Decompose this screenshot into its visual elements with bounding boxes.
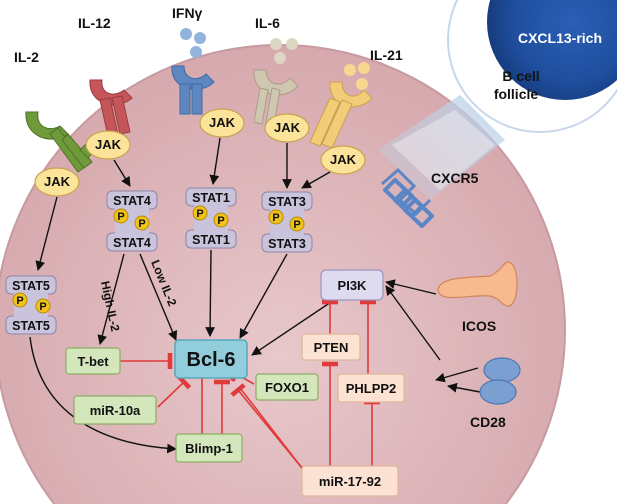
jak-ifng: JAK bbox=[199, 108, 245, 138]
jak-il2: JAK bbox=[34, 167, 80, 197]
svg-text:JAK: JAK bbox=[274, 120, 301, 135]
il21-receptor bbox=[309, 81, 373, 149]
il12-ligand bbox=[94, 44, 130, 72]
mir1792-node: miR-17-92 bbox=[301, 465, 399, 497]
svg-text:P: P bbox=[16, 295, 23, 307]
svg-text:P: P bbox=[217, 215, 224, 227]
svg-text:JAK: JAK bbox=[209, 115, 236, 130]
svg-text:P: P bbox=[293, 219, 300, 231]
il6-receptor bbox=[253, 69, 299, 125]
il6-ligand bbox=[270, 38, 298, 64]
svg-text:miR-10a: miR-10a bbox=[90, 403, 141, 418]
bcl6-label: Bcl-6 bbox=[187, 349, 236, 371]
cxcr5-label: CXCR5 bbox=[431, 170, 479, 186]
svg-text:STAT3: STAT3 bbox=[268, 237, 306, 251]
svg-text:T-bet: T-bet bbox=[77, 354, 109, 369]
jak-il12: JAK bbox=[85, 130, 131, 160]
mir10a-node: miR-10a bbox=[73, 395, 157, 425]
cd28-label: CD28 bbox=[470, 414, 506, 430]
jak-il6: JAK bbox=[264, 113, 310, 143]
stat3-dimer: STAT3 STAT3 P P bbox=[261, 191, 313, 253]
b-cell-follicle: CXCL13-rich B cell follicle bbox=[447, 0, 617, 133]
follicle-label-line3: follicle bbox=[494, 86, 539, 102]
tbet-node: T-bet bbox=[65, 347, 121, 375]
follicle-label-line2: B cell bbox=[502, 68, 539, 84]
il2-label: IL-2 bbox=[14, 49, 39, 65]
svg-text:STAT4: STAT4 bbox=[113, 194, 151, 208]
svg-text:PHLPP2: PHLPP2 bbox=[346, 381, 397, 396]
svg-text:P: P bbox=[138, 218, 145, 230]
svg-text:JAK: JAK bbox=[44, 174, 71, 189]
il2-ligand bbox=[32, 77, 70, 104]
svg-text:Blimp-1: Blimp-1 bbox=[185, 441, 233, 456]
svg-text:P: P bbox=[272, 212, 279, 224]
pi3k-node: PI3K bbox=[320, 269, 384, 301]
svg-text:PI3K: PI3K bbox=[338, 278, 368, 293]
svg-text:P: P bbox=[196, 208, 203, 220]
stat5-dimer: STAT5 STAT5 P P bbox=[5, 275, 57, 335]
ifng-ligand bbox=[180, 28, 206, 58]
cxcr5-receptor bbox=[381, 167, 434, 228]
svg-text:STAT1: STAT1 bbox=[192, 191, 230, 205]
icos-label: ICOS bbox=[462, 318, 496, 334]
svg-text:P: P bbox=[117, 211, 124, 223]
il21-ligand bbox=[344, 62, 370, 90]
il6-label: IL-6 bbox=[255, 15, 280, 31]
blimp1-node: Blimp-1 bbox=[175, 433, 243, 463]
svg-text:P: P bbox=[39, 301, 46, 313]
cxcl13-gradient-beam bbox=[378, 95, 505, 200]
pten-node: PTEN bbox=[301, 333, 361, 361]
il12-receptor bbox=[89, 79, 133, 137]
il21-label: IL-21 bbox=[370, 47, 403, 63]
foxo1-node: FOXO1 bbox=[255, 373, 319, 401]
svg-text:PTEN: PTEN bbox=[314, 340, 349, 355]
follicle-label-line1: CXCL13-rich bbox=[518, 30, 602, 46]
svg-text:FOXO1: FOXO1 bbox=[265, 380, 309, 395]
svg-text:STAT4: STAT4 bbox=[113, 236, 151, 250]
svg-text:STAT1: STAT1 bbox=[192, 233, 230, 247]
svg-text:STAT3: STAT3 bbox=[268, 195, 306, 209]
icos-receptor bbox=[437, 261, 518, 307]
ifng-label: IFNγ bbox=[172, 5, 203, 21]
stat1-dimer: STAT1 STAT1 P P bbox=[185, 187, 237, 249]
bcl6-node: Bcl-6 bbox=[174, 339, 248, 379]
svg-text:JAK: JAK bbox=[95, 137, 122, 152]
phlpp2-node: PHLPP2 bbox=[337, 373, 405, 403]
svg-text:STAT5: STAT5 bbox=[12, 279, 50, 293]
svg-text:STAT5: STAT5 bbox=[12, 319, 50, 333]
il12-label: IL-12 bbox=[78, 15, 111, 31]
jak-il21: JAK bbox=[320, 145, 366, 175]
cd28-receptor bbox=[479, 357, 521, 405]
svg-text:JAK: JAK bbox=[330, 152, 357, 167]
stat4-dimer: STAT4 STAT4 P P bbox=[106, 190, 158, 252]
svg-text:miR-17-92: miR-17-92 bbox=[319, 474, 381, 489]
ifng-receptor bbox=[171, 65, 215, 115]
